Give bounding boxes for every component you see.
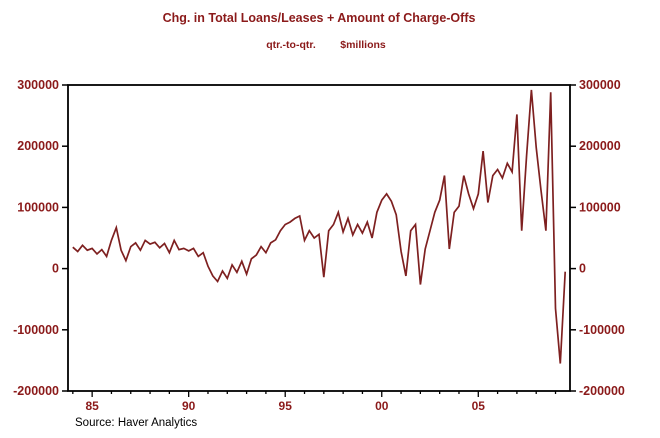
y-axis-label-left: -100000 [13,323,59,337]
chart-title: Chg. in Total Loans/Leases + Amount of C… [163,11,476,25]
y-axis-label-left: -200000 [13,384,59,398]
y-axis-label-left: 300000 [17,78,59,92]
source-note: Source: Haver Analytics [75,417,197,429]
subtitle-frequency: qtr.-to-qtr. [266,39,316,51]
x-axis-label: 95 [279,399,293,413]
y-axis-label-left: 100000 [17,200,59,214]
y-axis-label-right: 0 [579,262,586,276]
x-axis-label: 90 [182,399,196,413]
data-line [72,89,567,364]
x-axis-label: 85 [85,399,99,413]
y-axis-label-right: 300000 [579,78,621,92]
y-axis-label-right: 100000 [579,200,621,214]
y-axis-label-right: -100000 [579,323,625,337]
y-axis-label-left: 200000 [17,139,59,153]
y-axis-label-right: -200000 [579,384,625,398]
y-axis-label-right: 200000 [579,139,621,153]
y-axis-label-left: 0 [52,262,59,276]
plot-frame [67,84,571,392]
subtitle-units: $millions [340,39,386,51]
x-axis-label: 05 [472,399,486,413]
x-axis-label: 00 [375,399,389,413]
